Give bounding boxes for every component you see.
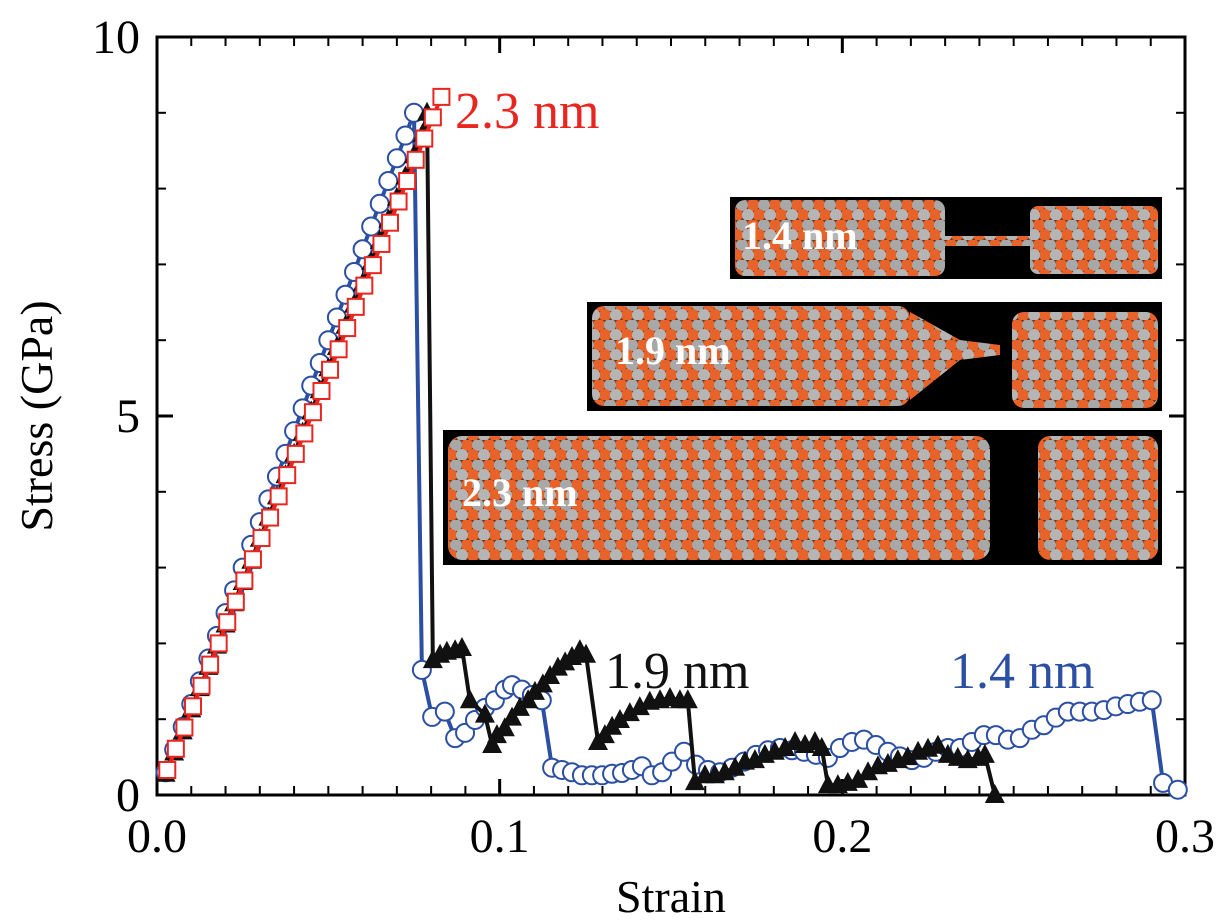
series-label: 1.4 nm [950, 643, 1094, 700]
x-tick-label: 0.3 [1155, 810, 1215, 863]
marker [398, 172, 417, 191]
y-tick-label: 0 [116, 769, 140, 822]
marker [619, 702, 640, 722]
marker [434, 701, 455, 722]
marker [218, 613, 237, 632]
marker [363, 256, 382, 275]
marker [609, 708, 630, 728]
inset-image [592, 306, 910, 406]
marker [166, 739, 185, 758]
marker [725, 756, 746, 776]
marker [423, 108, 442, 127]
inset-label: 1.9 nm [615, 328, 731, 373]
marker [261, 508, 280, 527]
inset-image [945, 236, 1030, 246]
marker [927, 734, 948, 754]
marker [226, 592, 245, 611]
marker [361, 216, 382, 237]
marker [1167, 779, 1188, 800]
marker [451, 636, 472, 656]
y-tick-label: 10 [92, 11, 140, 64]
marker [192, 676, 211, 695]
marker [459, 689, 480, 709]
marker [974, 743, 995, 763]
marker [848, 768, 869, 788]
marker [474, 703, 495, 723]
x-tick-label: 0.1 [470, 810, 530, 863]
marker [372, 234, 391, 253]
marker [386, 148, 407, 169]
marker [235, 571, 254, 590]
marker [312, 381, 331, 400]
marker [295, 424, 314, 443]
marker [158, 760, 177, 779]
inset-image [1030, 206, 1158, 274]
marker [201, 655, 220, 674]
inset-image [1012, 312, 1158, 408]
series-label: 1.9 nm [605, 643, 749, 700]
marker [355, 276, 374, 295]
series [158, 87, 451, 779]
marker [677, 689, 698, 709]
inset-image [448, 436, 990, 560]
inset-image [735, 200, 945, 276]
x-tick-label: 0.2 [812, 810, 872, 863]
marker [482, 733, 503, 753]
marker [303, 403, 322, 422]
insets [443, 197, 1162, 565]
y-tick-label: 5 [116, 390, 140, 443]
marker [378, 171, 399, 192]
marker [432, 87, 451, 106]
x-axis-title: Strain [616, 871, 726, 922]
marker [684, 771, 705, 791]
marker [344, 261, 365, 282]
marker [629, 696, 650, 716]
marker [338, 319, 357, 338]
marker [1141, 690, 1162, 711]
marker [984, 784, 1005, 803]
marker [381, 213, 400, 232]
marker [269, 487, 288, 506]
marker [775, 737, 796, 757]
marker [183, 697, 202, 716]
inset-label: 2.3 nm [462, 470, 578, 515]
marker [897, 746, 918, 766]
marker [744, 749, 765, 769]
marker [502, 706, 523, 726]
marker [352, 239, 373, 260]
marker [494, 717, 515, 737]
marker [811, 737, 832, 757]
x-tick-label: 0.0 [127, 810, 187, 863]
marker [395, 125, 416, 146]
marker [576, 643, 597, 663]
series-label: 2.3 nm [455, 83, 599, 140]
marker [346, 297, 365, 316]
marker [286, 444, 305, 463]
y-axis-title: Stress (GPa) [11, 300, 62, 531]
marker [278, 466, 297, 485]
inset-label: 1.4 nm [742, 213, 858, 258]
marker [415, 129, 434, 148]
inset-image [1038, 436, 1158, 560]
marker [321, 360, 340, 379]
marker [406, 150, 425, 169]
marker [369, 193, 390, 214]
marker [252, 529, 271, 548]
inset-image [910, 312, 1000, 400]
marker [209, 634, 228, 653]
marker [175, 718, 194, 737]
marker [858, 761, 879, 781]
marker [389, 192, 408, 211]
marker [243, 550, 262, 569]
marker [329, 340, 348, 359]
